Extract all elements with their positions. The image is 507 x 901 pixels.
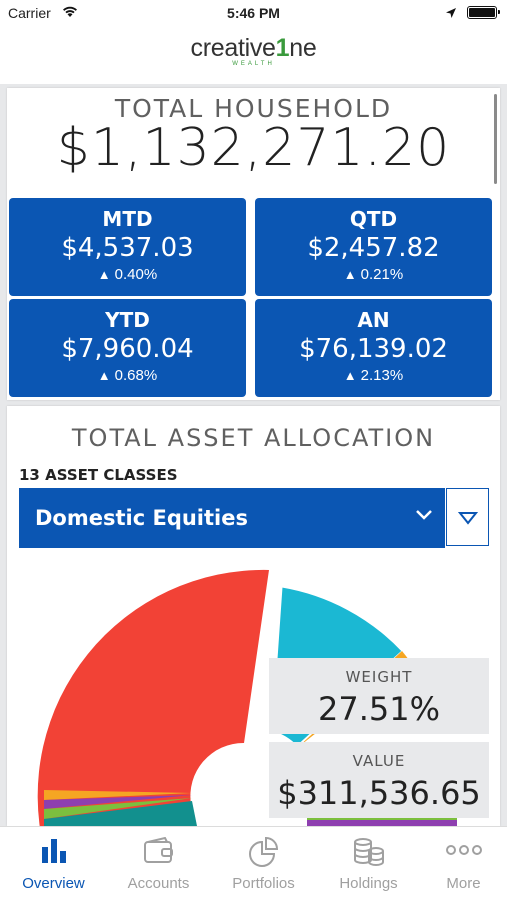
tile-an[interactable]: AN $76,139.02 ▲ 2.13%: [255, 299, 492, 397]
tab-overview[interactable]: Overview: [3, 827, 104, 901]
clock: 5:46 PM: [227, 5, 280, 21]
wifi-icon: [62, 4, 78, 23]
household-title: TOTAL HOUSEHOLD: [114, 94, 393, 123]
tile-qtd[interactable]: QTD $2,457.82 ▲ 0.21%: [255, 198, 492, 296]
up-triangle-icon: ▲: [97, 368, 111, 383]
segment-teal: [44, 801, 197, 826]
up-triangle-icon: ▲: [97, 267, 111, 282]
segment-purple-2: [307, 820, 457, 826]
segment-domestic-equities: [37, 569, 269, 826]
segment-green: [44, 798, 192, 819]
value-label: VALUE: [352, 752, 406, 770]
tile-value: $76,139.02: [299, 334, 448, 364]
tab-label: Accounts: [127, 875, 190, 892]
tab-holdings[interactable]: Holdings: [318, 827, 419, 901]
carrier-label: Carrier: [8, 5, 51, 21]
tab-label: Overview: [22, 875, 85, 892]
tile-label: MTD: [102, 207, 153, 231]
wallet-icon: [108, 837, 209, 865]
up-triangle-icon: ▲: [343, 267, 357, 282]
more-icon: [413, 837, 507, 863]
chevron-down-icon: [415, 508, 433, 526]
asset-class-dropdown[interactable]: Domestic Equities: [19, 488, 445, 548]
tile-ytd[interactable]: YTD $7,960.04 ▲ 0.68%: [9, 299, 246, 397]
segment-purple: [44, 795, 192, 809]
tile-mtd[interactable]: MTD $4,537.03 ▲ 0.40%: [9, 198, 246, 296]
tile-change: 0.40%: [114, 266, 158, 283]
segment-orange-2: [44, 790, 192, 800]
value-amount: $311,536.65: [277, 774, 481, 812]
tile-change: 2.13%: [360, 367, 404, 384]
tab-accounts[interactable]: Accounts: [108, 827, 209, 901]
tab-bar: Overview Accounts Portfolios Holdings Mo…: [0, 826, 507, 901]
tab-portfolios[interactable]: Portfolios: [213, 827, 314, 901]
bar-chart-icon: [3, 837, 104, 863]
sort-toggle-button[interactable]: [446, 488, 489, 546]
weight-box: WEIGHT 27.51%: [269, 658, 489, 734]
asset-class-selector[interactable]: Domestic Equities: [19, 488, 489, 548]
household-total: $1,132,271.20: [56, 118, 451, 178]
triangle-down-icon: [458, 512, 478, 525]
selected-asset-class: Domestic Equities: [35, 506, 248, 530]
tile-change: 0.68%: [114, 367, 158, 384]
weight-label: WEIGHT: [345, 668, 413, 686]
allocation-title: TOTAL ASSET ALLOCATION: [71, 424, 436, 452]
location-arrow-icon: [445, 6, 457, 24]
tab-label: Portfolios: [232, 875, 295, 892]
tile-label: QTD: [349, 207, 398, 231]
tab-label: More: [446, 875, 481, 892]
battery-icon: [467, 6, 500, 19]
weight-value: 27.51%: [317, 690, 440, 728]
value-box: VALUE $311,536.65: [269, 742, 489, 818]
pie-chart-icon: [213, 837, 314, 867]
status-bar: Carrier 5:46 PM: [0, 0, 507, 26]
asset-allocation-card: TOTAL ASSET ALLOCATION 13 ASSET CLASSES …: [7, 406, 500, 826]
tab-more[interactable]: More: [413, 827, 507, 901]
up-triangle-icon: ▲: [343, 368, 357, 383]
tile-value: $4,537.03: [61, 233, 194, 263]
coins-icon: [318, 837, 419, 867]
tile-label: AN: [357, 308, 390, 332]
scroll-indicator[interactable]: [494, 94, 497, 184]
tile-label: YTD: [105, 308, 150, 332]
creativeone-logo: creative1ne WEALTH: [190, 34, 317, 67]
tile-change: 0.21%: [360, 266, 404, 283]
tile-value: $2,457.82: [307, 233, 440, 263]
app-header: creative1ne WEALTH: [0, 26, 507, 84]
asset-classes-count: 13 ASSET CLASSES: [19, 466, 178, 484]
tab-label: Holdings: [339, 875, 398, 892]
tile-value: $7,960.04: [61, 334, 194, 364]
total-household-card: TOTAL HOUSEHOLD $1,132,271.20 MTD $4,537…: [7, 88, 500, 400]
